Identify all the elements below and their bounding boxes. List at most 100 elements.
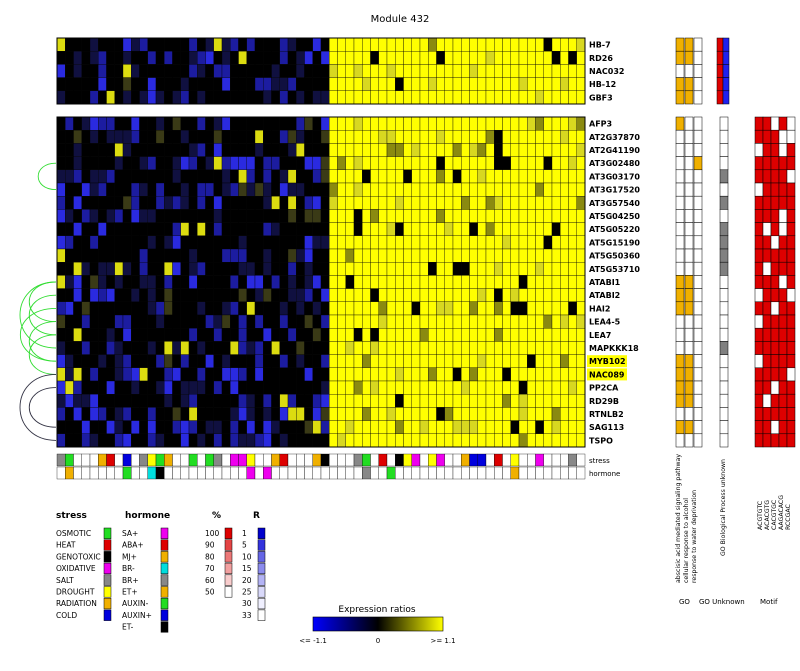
heatmap-cell: [197, 262, 206, 276]
heatmap-cell: [106, 407, 115, 421]
heatmap-cell: [403, 328, 412, 342]
heatmap-cell: [419, 248, 429, 263]
heatmap-cell: [114, 301, 124, 316]
heatmap-cell: [296, 288, 305, 302]
heatmap-cell: [155, 37, 165, 52]
heatmap-cell: [188, 288, 198, 302]
heatmap-cell: [502, 420, 511, 434]
heatmap-cell: [485, 328, 495, 342]
go-cell: [675, 275, 685, 289]
heatmap-cell: [452, 328, 462, 342]
heatmap-cell: [370, 90, 379, 105]
heatmap-cell: [428, 248, 437, 263]
motif-cell: [754, 420, 764, 435]
hormone-cell: [560, 466, 569, 480]
heatmap-cell: [164, 262, 173, 276]
motif-cell: [786, 261, 796, 276]
heatmap-cell: [296, 275, 305, 289]
heatmap-cell: [304, 301, 313, 316]
heatmap-cell: [337, 275, 346, 289]
heatmap-cell: [279, 262, 289, 276]
heatmap-cell: [312, 130, 322, 144]
heatmap-cell: [469, 182, 478, 197]
heatmap-cell: [263, 196, 272, 210]
heatmap-cell: [271, 143, 280, 157]
heatmap-cell: [114, 77, 124, 91]
heatmap-cell: [345, 90, 355, 105]
heatmap-cell: [296, 314, 305, 329]
heatmap-cell: [444, 64, 454, 78]
heatmap-cell: [494, 262, 503, 276]
heatmap-cell: [436, 37, 445, 52]
stress-cell: [304, 453, 313, 467]
heatmap-cell: [353, 64, 363, 78]
heatmap-cell: [345, 433, 355, 448]
motif-cell: [770, 433, 780, 448]
heatmap-cell: [461, 37, 470, 52]
heatmap-cell: [329, 222, 338, 236]
heatmap-cell: [147, 196, 157, 210]
heatmap-cell: [213, 407, 223, 421]
heatmap-cell: [205, 156, 214, 170]
heatmap-cell: [81, 209, 91, 223]
heatmap-cell: [230, 367, 239, 382]
heatmap-cell: [518, 209, 528, 223]
heatmap-cell: [494, 420, 503, 434]
go-cell: [675, 248, 685, 263]
heatmap-cell: [81, 51, 91, 65]
heatmap-cell: [337, 433, 346, 448]
heatmap-cell: [164, 420, 173, 434]
go-cell: [675, 222, 685, 237]
heatmap-cell: [353, 209, 363, 223]
heatmap-cell: [230, 235, 239, 250]
heatmap-cell: [419, 301, 429, 316]
heatmap-cell: [461, 209, 470, 223]
heatmap-cell: [279, 367, 289, 382]
motif-cell: [754, 380, 764, 395]
heatmap-cell: [147, 37, 157, 52]
heatmap-cell: [362, 433, 371, 448]
heatmap-cell: [238, 380, 247, 395]
hormone-cell: [221, 466, 231, 480]
heatmap-cell: [386, 37, 396, 52]
heatmap-cell: [477, 341, 487, 355]
heatmap-cell: [337, 37, 346, 52]
heatmap-cell: [395, 420, 404, 434]
heatmap-cell: [411, 64, 421, 78]
heatmap-cell: [436, 51, 445, 65]
heatmap-cell: [296, 420, 305, 434]
heatmap-cell: [452, 156, 462, 170]
motif-cell: [786, 222, 796, 237]
heatmap-cell: [89, 314, 99, 329]
heatmap-cell: [254, 314, 264, 329]
heatmap-cell: [139, 407, 148, 421]
heatmap-cell: [560, 394, 569, 408]
motif-cell: [778, 288, 788, 303]
motif-cell: [754, 314, 764, 329]
heatmap-cell: [535, 262, 544, 276]
motif-cell: [786, 354, 796, 369]
heatmap-cell: [551, 90, 561, 105]
motif-cell: [770, 169, 780, 184]
heatmap-cell: [576, 51, 586, 65]
heatmap-cell: [518, 433, 528, 448]
heatmap-cell: [312, 37, 322, 52]
go-cell: [675, 143, 685, 157]
heatmap-cell: [428, 156, 437, 170]
stress-cell: [395, 453, 404, 467]
heatmap-cell: [65, 143, 74, 157]
regulation-arcs: [19, 162, 57, 441]
heatmap-cell: [461, 156, 470, 170]
stress-legend-swatch: [103, 527, 112, 539]
go-cell: [675, 420, 685, 435]
heatmap-cell: [172, 196, 181, 210]
heatmap-cell: [279, 130, 289, 144]
motif-cell: [778, 129, 788, 144]
hormone-legend-swatch: [160, 551, 169, 563]
heatmap-cell: [131, 156, 140, 170]
gene-label: AT5G05220: [589, 225, 640, 234]
heatmap-cell: [65, 77, 74, 91]
heatmap-cell: [81, 116, 91, 131]
go-unknown-cell: [719, 367, 729, 382]
heatmap-cell: [568, 235, 577, 250]
